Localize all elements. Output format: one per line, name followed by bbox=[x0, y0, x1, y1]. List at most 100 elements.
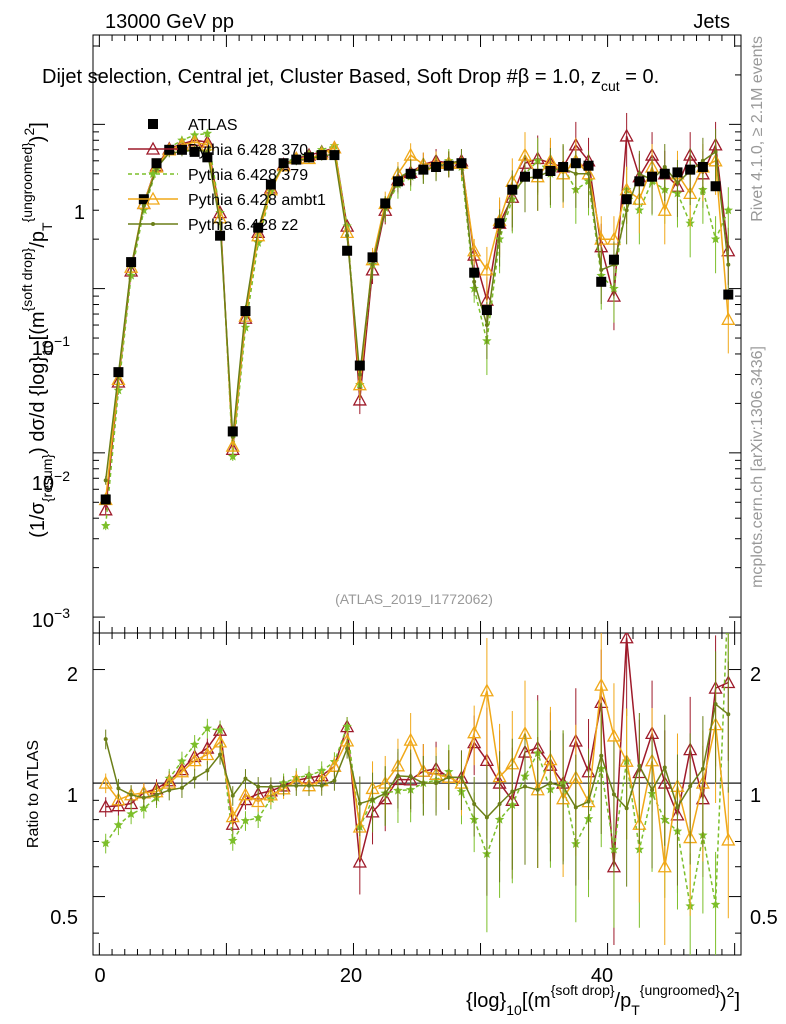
ratio-point bbox=[675, 805, 680, 810]
ratio-point bbox=[218, 752, 223, 757]
ratio-point bbox=[467, 725, 482, 739]
ratio-point bbox=[177, 756, 187, 766]
legend: ATLAS Pythia 6.428 370 Pythia 6.428 379 Pyt… bbox=[128, 117, 326, 234]
data-point bbox=[354, 360, 365, 371]
ratio-point bbox=[263, 787, 278, 801]
ratio-y-tick-05-left: 0.5 bbox=[50, 907, 78, 929]
legend-marker bbox=[145, 141, 161, 155]
y-axis-label-main: (1/σ{resum}) dσ/d {log}10[(m{soft drop}/… bbox=[19, 122, 55, 538]
ratio-point bbox=[251, 794, 266, 808]
ratio-point bbox=[497, 802, 502, 807]
ratio-point bbox=[599, 753, 604, 758]
ratio-point bbox=[721, 832, 736, 846]
data-point bbox=[621, 194, 632, 205]
ratio-point bbox=[154, 792, 159, 797]
data-point bbox=[532, 168, 543, 179]
data-point bbox=[431, 162, 442, 173]
ratio-point bbox=[256, 784, 261, 789]
ratio-point bbox=[479, 683, 494, 697]
data-point bbox=[697, 162, 708, 173]
data-point bbox=[608, 254, 619, 265]
data-point bbox=[141, 203, 146, 208]
data-point bbox=[367, 252, 378, 263]
process-label: Jets bbox=[693, 11, 730, 33]
ratio-series-line bbox=[105, 637, 729, 867]
ratio-point bbox=[510, 789, 515, 794]
data-point bbox=[100, 494, 111, 505]
ratio-point bbox=[167, 788, 172, 793]
data-point bbox=[721, 311, 736, 325]
analysis-id: (ATLAS_2019_I1772062) bbox=[335, 591, 493, 607]
data-point bbox=[599, 267, 604, 272]
data-point bbox=[481, 305, 492, 316]
series-0 bbox=[100, 144, 734, 505]
ratio-point bbox=[403, 732, 418, 746]
y-tick-label-1e-1: 10−1 bbox=[32, 333, 70, 360]
legend-label: Pythia 6.428 ambt1 bbox=[188, 192, 326, 209]
ratio-point bbox=[129, 792, 134, 797]
ratio-point bbox=[192, 776, 197, 781]
legend-entry-2: Pythia 6.428 379 bbox=[128, 167, 308, 184]
ratio-point bbox=[319, 783, 324, 788]
ratio-y-tick-2-left: 2 bbox=[67, 664, 78, 686]
data-point bbox=[316, 150, 327, 161]
legend-entry-4: Pythia 6.428 z2 bbox=[128, 217, 298, 234]
data-point bbox=[352, 392, 367, 406]
ratio-point bbox=[561, 784, 566, 789]
data-point bbox=[456, 158, 467, 169]
ratio-point bbox=[189, 739, 200, 749]
data-point bbox=[713, 149, 718, 154]
data-point bbox=[352, 377, 367, 391]
data-point bbox=[647, 171, 658, 182]
data-point bbox=[345, 233, 350, 238]
ratio-series-4 bbox=[103, 651, 731, 896]
data-point bbox=[253, 237, 263, 247]
ratio-point bbox=[710, 899, 721, 909]
ratio-point bbox=[205, 768, 210, 773]
data-point bbox=[672, 167, 683, 178]
data-point bbox=[113, 367, 124, 378]
ratio-point bbox=[523, 784, 527, 789]
data-point bbox=[357, 372, 362, 377]
energy-label: 13000 GeV pp bbox=[105, 11, 234, 33]
data-point bbox=[586, 171, 591, 176]
ratio-point bbox=[215, 725, 225, 735]
data-point bbox=[392, 176, 403, 187]
main-series-layer bbox=[98, 112, 736, 531]
ratio-point bbox=[395, 773, 400, 778]
ratio-point bbox=[225, 809, 240, 823]
ratio-point bbox=[294, 783, 299, 788]
ratio-y-tick-1-left: 1 bbox=[67, 785, 78, 807]
data-point bbox=[380, 198, 391, 209]
data-point bbox=[570, 158, 581, 169]
ratio-point bbox=[724, 585, 734, 594]
y-axis-label-ratio: Ratio to ATLAS bbox=[25, 740, 42, 848]
ratio-point bbox=[238, 787, 253, 801]
data-point bbox=[583, 160, 594, 171]
ratio-point bbox=[586, 799, 591, 804]
data-point bbox=[558, 162, 569, 173]
ratio-point bbox=[126, 809, 136, 819]
ratio-y-tick-1-right: 1 bbox=[750, 785, 761, 807]
data-point bbox=[278, 158, 289, 169]
ratio-y-tick-2-right: 2 bbox=[750, 664, 761, 686]
data-point bbox=[594, 231, 609, 245]
ratio-point bbox=[174, 764, 190, 778]
ratio-point bbox=[225, 816, 240, 830]
ratio-point bbox=[101, 838, 111, 848]
y-tick-label-1e-2: 10−2 bbox=[32, 468, 70, 495]
data-point bbox=[202, 152, 213, 163]
ratio-point bbox=[357, 801, 362, 806]
ratio-point bbox=[98, 775, 113, 789]
data-point bbox=[103, 478, 108, 483]
ratio-series-line bbox=[104, 702, 729, 819]
ratio-point bbox=[606, 728, 622, 742]
legend-entry-3: Pythia 6.428 ambt1 bbox=[128, 191, 326, 209]
data-point bbox=[98, 502, 113, 516]
mcplots-label: mcplots.cern.ch [arXiv:1306.3436] bbox=[749, 346, 766, 588]
data-point bbox=[624, 208, 629, 213]
data-point bbox=[726, 262, 731, 267]
data-point bbox=[304, 152, 314, 163]
data-point bbox=[662, 165, 667, 170]
selection-title-end: = 0. bbox=[620, 66, 659, 88]
